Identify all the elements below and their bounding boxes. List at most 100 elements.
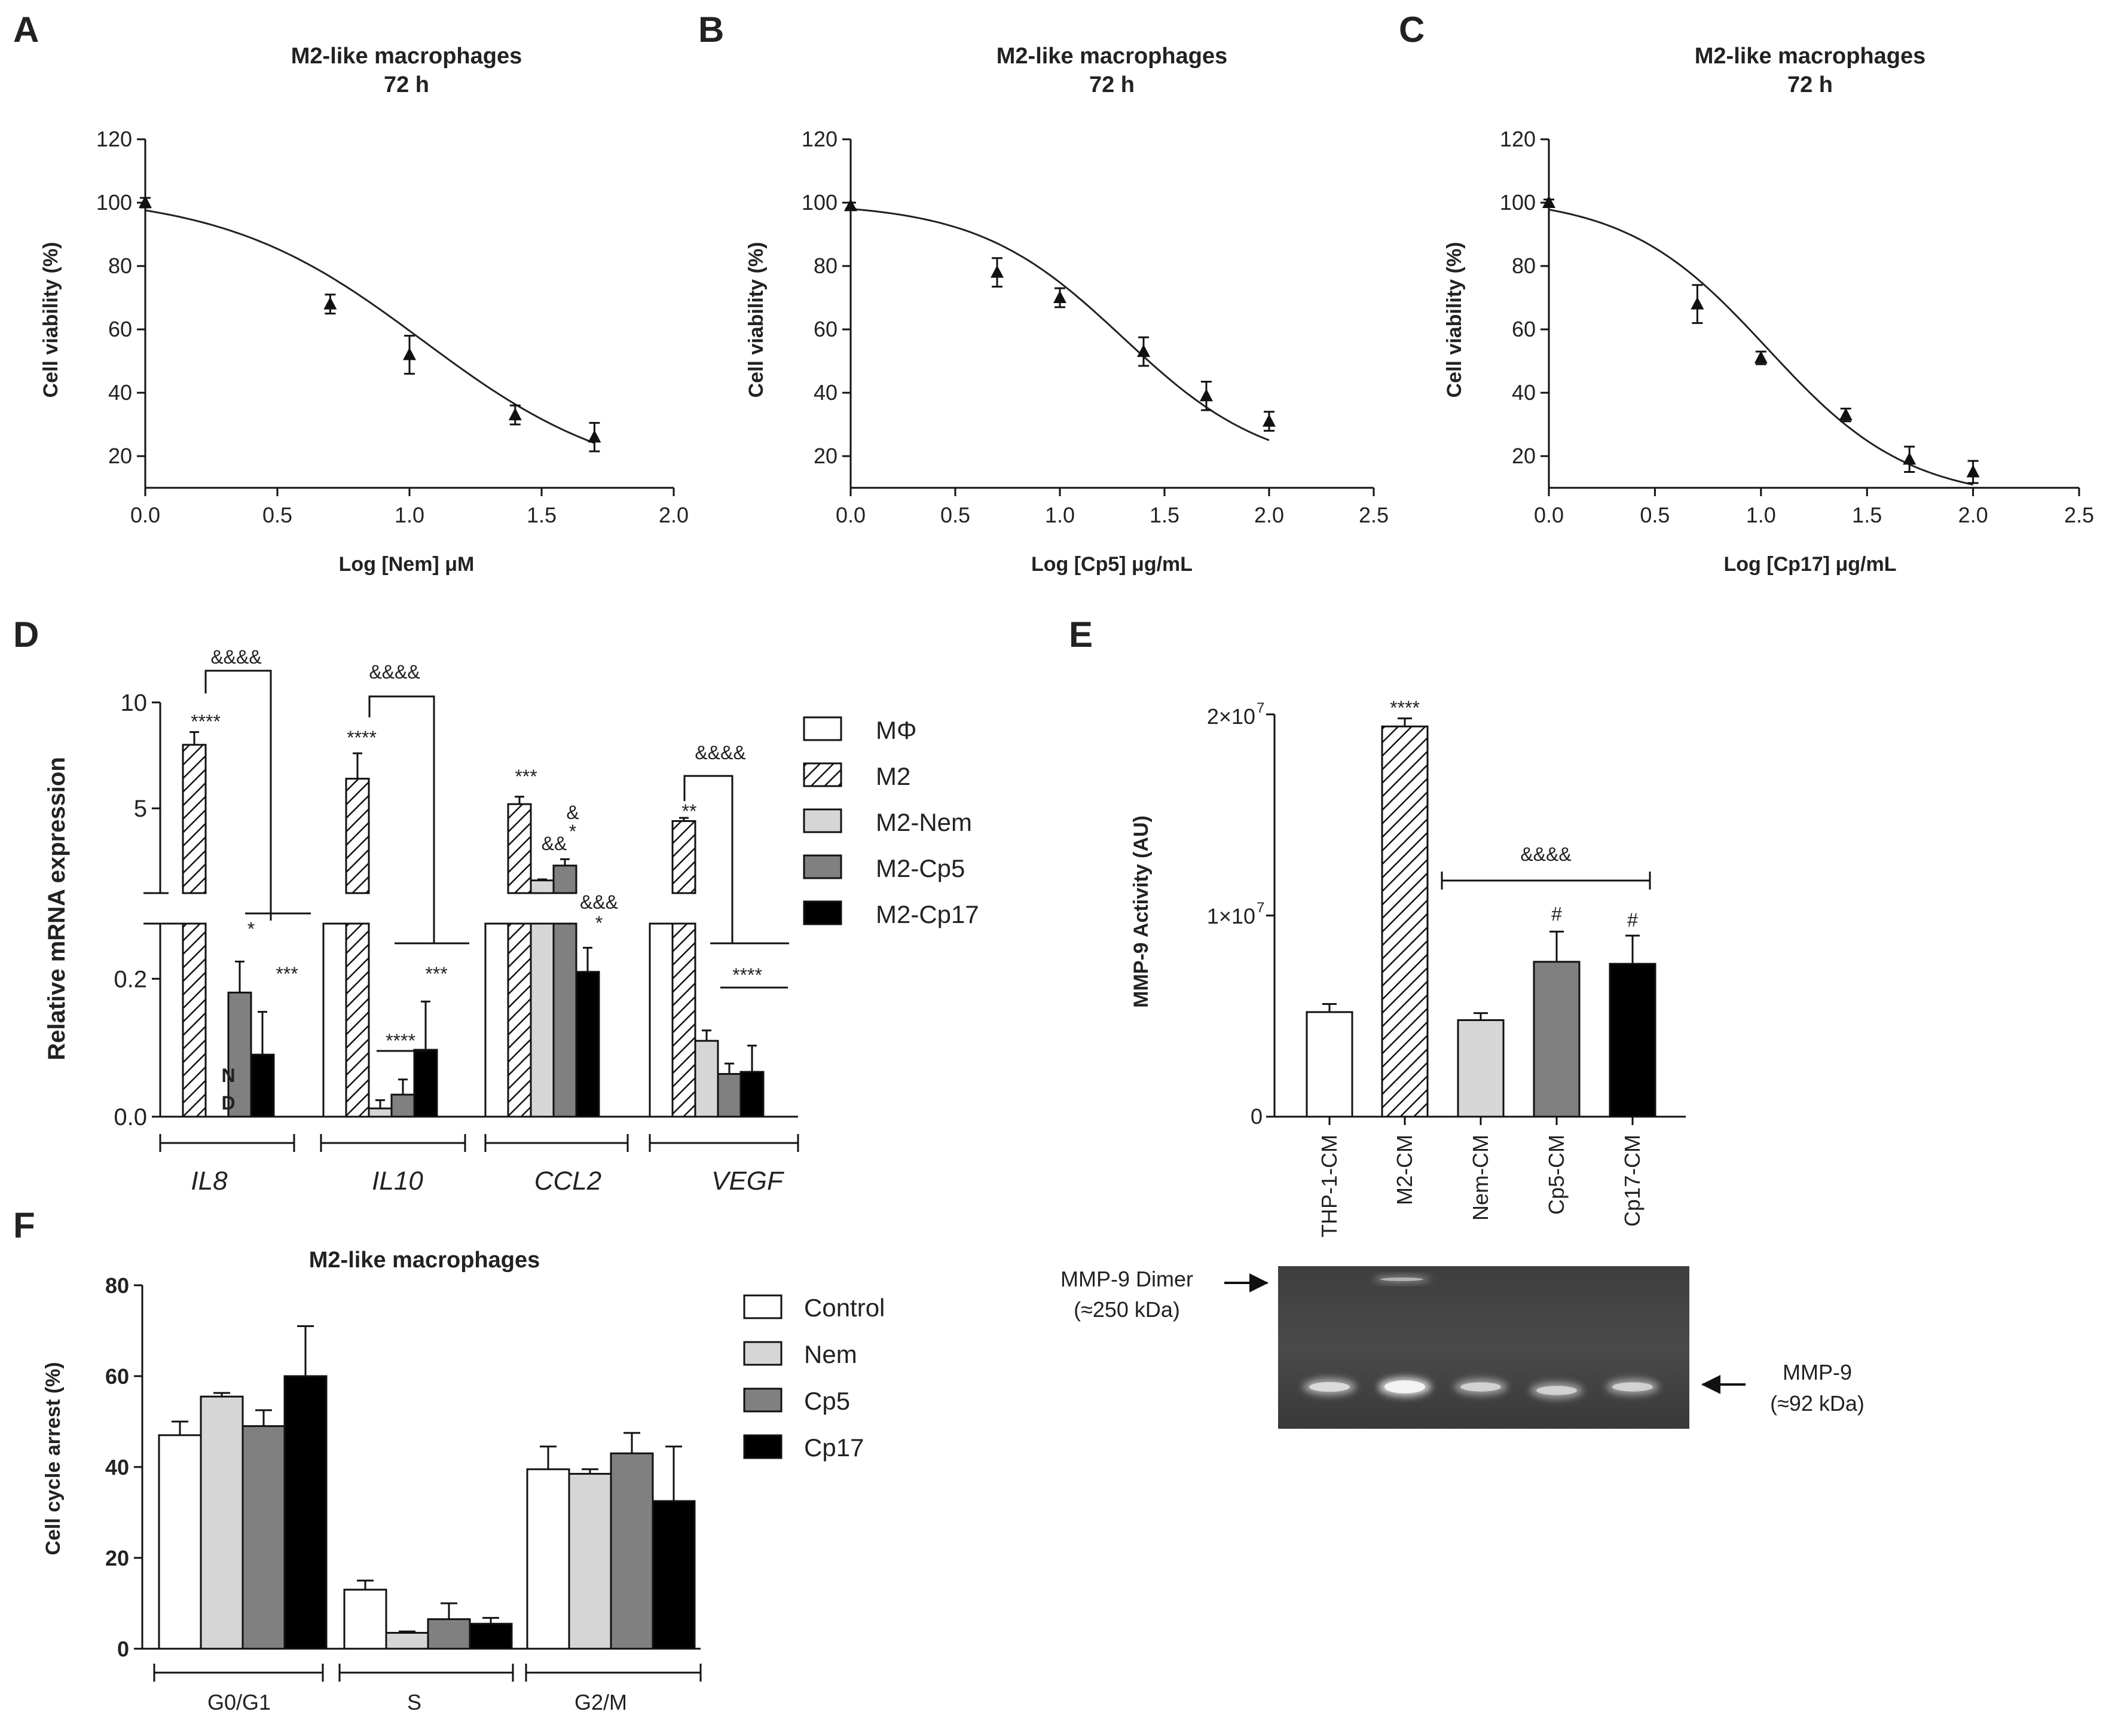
x-tick-label: 0.5 bbox=[1640, 503, 1670, 527]
bar-cp5-cm bbox=[1533, 961, 1581, 1118]
data-point bbox=[139, 195, 152, 208]
y-tick-exponent: 7 bbox=[1257, 700, 1264, 716]
bar-nem bbox=[200, 1395, 244, 1650]
legend-swatch-m2 bbox=[803, 762, 842, 787]
legend: MΦ M2 M2-Nem M2-Cp5 M2-Cp17 bbox=[803, 716, 979, 928]
y-tick-label: 40 bbox=[105, 1455, 129, 1480]
data-point bbox=[1966, 464, 1980, 478]
data-point bbox=[1053, 291, 1066, 303]
error-bar bbox=[623, 1432, 640, 1454]
significance-mark: *** bbox=[515, 766, 537, 787]
y-tick-label: 60 bbox=[814, 317, 838, 341]
y-tick-label: 40 bbox=[108, 380, 132, 405]
error-bar bbox=[679, 817, 689, 821]
panel-label-d: D bbox=[13, 615, 39, 655]
gel-band-core bbox=[1309, 1382, 1350, 1392]
x-tick-label: 0.0 bbox=[1534, 503, 1564, 527]
y-axis-label: Relative mRNA expression bbox=[44, 757, 70, 1060]
error-bar bbox=[398, 1078, 408, 1095]
y-tick-label: 100 bbox=[96, 190, 132, 215]
error-bar bbox=[747, 1044, 757, 1072]
significance-mark: *** bbox=[425, 963, 447, 985]
x-tick-label: Cp17-CM bbox=[1620, 1135, 1645, 1227]
legend-swatch-nem bbox=[743, 1341, 783, 1366]
legend: Control Nem Cp5 Cp17 bbox=[743, 1294, 885, 1462]
y-tick-label: 1×10 bbox=[1207, 904, 1255, 928]
category-label: IL8 bbox=[191, 1166, 228, 1196]
fit-curve bbox=[850, 207, 1270, 441]
y-axis-label: Cell viability (%) bbox=[1443, 242, 1466, 398]
x-tick-label: 2.5 bbox=[2064, 503, 2094, 527]
y-tick-label: 80 bbox=[108, 253, 132, 278]
error-bar bbox=[583, 946, 592, 972]
fit-curve bbox=[1548, 209, 1973, 486]
error-bar bbox=[375, 1099, 385, 1109]
error-bar bbox=[702, 1029, 711, 1041]
zymography-gel: MMP-9 Dimer (≈250 kDa) MMP-9 (≈92 kDa) bbox=[1060, 1266, 1865, 1429]
y-axis-label: Cell cycle arrest (%) bbox=[42, 1362, 65, 1555]
significance-mark: **** bbox=[732, 964, 762, 986]
bar-nem-cm bbox=[1457, 1019, 1505, 1118]
panel-label-a: A bbox=[13, 10, 39, 50]
bar-m2nem bbox=[694, 1040, 719, 1118]
gel-band-core bbox=[1536, 1386, 1577, 1395]
arrow-dimer-head bbox=[1249, 1273, 1269, 1292]
x-tick-label: 0.5 bbox=[940, 503, 970, 527]
y-tick-label: 120 bbox=[96, 127, 132, 151]
y-tick-label: 100 bbox=[802, 190, 838, 215]
bar-m2 bbox=[182, 922, 207, 1118]
axis-break-gap bbox=[137, 894, 197, 922]
x-tick-label: 2.0 bbox=[659, 503, 689, 527]
data-point bbox=[508, 408, 522, 421]
x-axis-label: Log [Cp17] μg/mL bbox=[1724, 553, 1897, 576]
x-tick-label: THP-1-CM bbox=[1317, 1135, 1341, 1237]
error-bar bbox=[399, 1630, 415, 1633]
error-bar bbox=[515, 796, 524, 805]
error-bar bbox=[1474, 1012, 1488, 1020]
group-bracket bbox=[649, 1134, 799, 1152]
data-point bbox=[1137, 344, 1150, 357]
significance-mark: * bbox=[569, 821, 576, 842]
comparison-bracket bbox=[683, 775, 733, 943]
error-bar bbox=[255, 1409, 272, 1426]
error-bar bbox=[258, 1011, 267, 1055]
panel-label-c: C bbox=[1399, 10, 1425, 50]
data-point bbox=[844, 198, 857, 212]
category-label: VEGF bbox=[711, 1166, 784, 1196]
bar-nem bbox=[568, 1472, 612, 1650]
gel-band-dimer-core bbox=[1380, 1277, 1423, 1281]
error-bar bbox=[540, 1445, 557, 1469]
legend-label: Control bbox=[804, 1294, 885, 1322]
gel-label-mmp9: MMP-9 bbox=[1783, 1360, 1852, 1384]
legend-swatch-mphi bbox=[803, 716, 842, 741]
y-axis-label: Cell viability (%) bbox=[39, 242, 62, 398]
y-tick-label: 20 bbox=[814, 444, 838, 468]
chart-title: M2-like macrophages bbox=[291, 44, 522, 69]
y-tick-label: 20 bbox=[108, 444, 132, 468]
y-tick-label: 5 bbox=[134, 796, 147, 822]
significance-mark: **** bbox=[386, 1030, 415, 1052]
arrow-mmp9-head bbox=[1701, 1375, 1720, 1394]
x-tick-label: 1.0 bbox=[395, 503, 424, 527]
error-bar bbox=[172, 1420, 188, 1435]
bar-m2 bbox=[345, 922, 370, 1118]
x-tick-label: 1.0 bbox=[1045, 503, 1075, 527]
gel-label-dimer: MMP-9 Dimer bbox=[1060, 1267, 1193, 1291]
error-bar bbox=[1398, 717, 1412, 727]
y-tick-label: 0 bbox=[117, 1637, 129, 1661]
error-bar bbox=[235, 960, 244, 993]
legend-label: M2 bbox=[876, 762, 910, 790]
x-tick-label: 2.0 bbox=[1254, 503, 1284, 527]
legend-label: M2-Cp5 bbox=[876, 854, 965, 882]
data-point bbox=[1263, 414, 1276, 427]
y-tick-label: 100 bbox=[1500, 190, 1536, 215]
bar-m2-cm bbox=[1381, 725, 1429, 1118]
y-tick-label: 2×10 bbox=[1207, 704, 1255, 729]
legend-swatch-cp5 bbox=[803, 854, 842, 879]
bar-control bbox=[343, 1588, 387, 1650]
panel-f-chart: M2-like macrophages Cell cycle arrest (%… bbox=[42, 1248, 885, 1714]
x-tick-label: M2-CM bbox=[1392, 1135, 1417, 1205]
data-point bbox=[1200, 389, 1213, 402]
error-bar bbox=[665, 1445, 682, 1501]
